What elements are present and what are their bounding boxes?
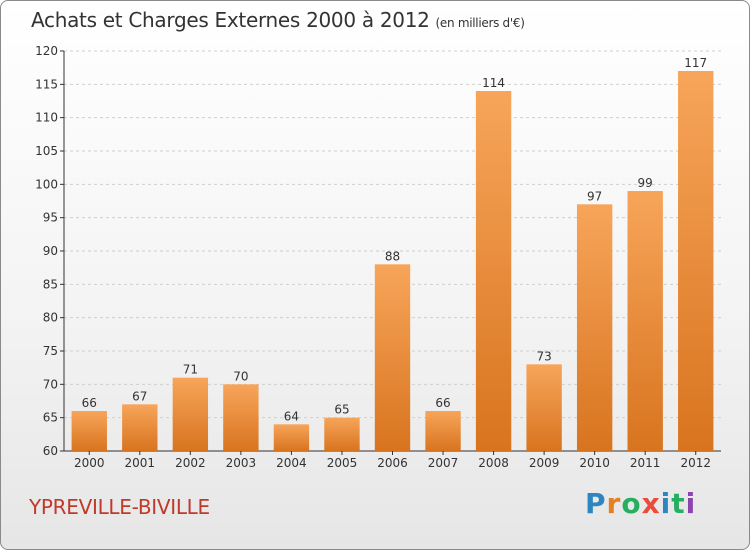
x-tick-label: 2008 [478,456,509,470]
bar [526,364,562,451]
y-tick-label: 95 [43,211,58,225]
brand-letter: i [660,487,672,520]
bar [122,404,158,451]
bar-value-label: 117 [684,56,707,70]
bar-value-label: 67 [132,389,147,403]
bar [678,71,714,451]
x-tick-label: 2003 [226,456,257,470]
bar-value-label: 66 [82,396,97,410]
bar [425,411,461,451]
bar-value-label: 64 [284,409,299,423]
y-tick-label: 85 [43,277,58,291]
y-tick-label: 100 [35,177,58,191]
bar-value-label: 99 [638,176,653,190]
bar [576,204,613,451]
y-tick-label: 75 [43,344,58,358]
bar-value-label: 97 [587,189,602,203]
x-tick-label: 2012 [680,456,711,470]
bar [374,264,411,451]
x-tick-label: 2006 [377,456,408,470]
brand-letter: t [671,487,686,520]
x-tick-label: 2000 [74,456,105,470]
chart-title: Achats et Charges Externes 2000 à 2012 (e… [31,8,525,32]
brand-letter: o [621,487,642,520]
y-tick-label: 70 [43,377,58,391]
x-tick-label: 2002 [175,456,206,470]
bar-value-label: 65 [334,403,349,417]
bar [71,411,107,451]
bar [475,91,512,451]
bar [324,417,360,451]
x-tick-label: 2010 [579,456,610,470]
bar [273,424,310,451]
bar-value-label: 70 [233,369,248,383]
y-tick-label: 120 [35,44,58,58]
x-tick-label: 2009 [529,456,560,470]
bar-value-label: 114 [482,76,505,90]
y-tick-label: 110 [35,111,58,125]
x-tick-label: 2007 [428,456,459,470]
y-tick-label: 65 [43,411,58,425]
bar [627,191,663,451]
x-tick-label: 2004 [276,456,307,470]
bar-value-label: 73 [536,349,551,363]
x-tick-label: 2011 [630,456,661,470]
place-name: YPREVILLE-BIVILLE [29,495,210,519]
x-tick-label: 2005 [327,456,358,470]
y-tick-label: 105 [35,144,58,158]
y-tick-label: 90 [43,244,58,258]
brand-letter: i [685,487,697,520]
bar-value-label: 88 [385,249,400,263]
y-tick-label: 80 [43,311,58,325]
brand-letter: x [641,487,661,520]
brand-letter: P [585,487,607,520]
chart-title-text: Achats et Charges Externes 2000 à 2012 [31,8,430,32]
chart-subtitle: (en milliers d'€) [435,16,525,30]
bar-value-label: 66 [435,396,450,410]
x-tick-label: 2001 [125,456,156,470]
bar [172,377,209,451]
bar-value-label: 71 [183,363,198,377]
proxiti-logo: Proxiti [585,487,696,520]
brand-letter: r [606,487,622,520]
bar [223,384,259,451]
y-tick-label: 115 [35,77,58,91]
y-tick-label: 60 [43,444,58,458]
